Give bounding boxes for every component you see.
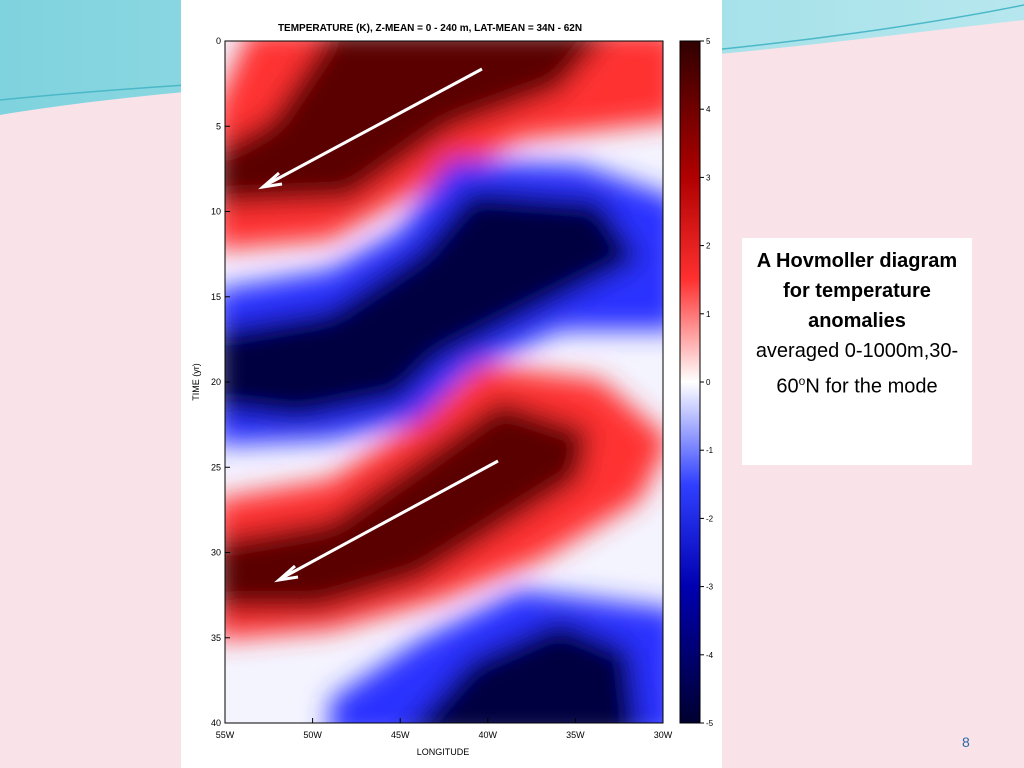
x-tick-label: 30W <box>654 730 673 740</box>
x-tick-label: 40W <box>479 730 498 740</box>
y-tick-label: 25 <box>211 462 221 472</box>
x-tick-label: 55W <box>216 730 235 740</box>
colorbar-tick-label: -1 <box>706 446 714 455</box>
y-tick-label: 35 <box>211 633 221 643</box>
text-normal: averaged 0-1000m,30-60 <box>755 340 959 398</box>
colorbar-tick-label: 4 <box>706 105 711 114</box>
arrows <box>258 67 499 583</box>
heatmap <box>225 41 663 723</box>
colorbar-tick-label: -3 <box>706 583 714 592</box>
y-tick-label: 10 <box>211 207 221 217</box>
text-superscript: o <box>798 374 806 388</box>
colorbar-tick-label: -5 <box>706 719 714 728</box>
x-tick-label: 50W <box>303 730 322 740</box>
colorbar-tick-label: 5 <box>706 37 711 46</box>
colorbar <box>679 40 701 724</box>
colorbar-tick-label: 0 <box>706 378 711 387</box>
colorbar-tick-label: 3 <box>706 173 711 182</box>
text-box: A Hovmoller diagram for temperature anom… <box>742 238 972 465</box>
colorbar-tick-label: -4 <box>706 651 714 660</box>
y-tick-label: 30 <box>211 548 221 558</box>
figure: TEMPERATURE (K), Z-MEAN = 0 - 240 m, LAT… <box>181 0 722 768</box>
figure-title: TEMPERATURE (K), Z-MEAN = 0 - 240 m, LAT… <box>278 23 582 34</box>
y-tick-label: 20 <box>211 377 221 387</box>
y-tick-label: 5 <box>216 121 221 131</box>
colorbar-tick-label: -2 <box>706 514 714 523</box>
colorbar-tick-label: 1 <box>706 310 711 319</box>
y-tick-label: 15 <box>211 292 221 302</box>
page-number: 8 <box>962 734 970 750</box>
x-tick-label: 35W <box>566 730 585 740</box>
colorbar-tick-label: 2 <box>706 242 711 251</box>
text-normal: N for the mode <box>805 375 938 398</box>
y-axis-label: TIME (yr) <box>191 363 201 401</box>
x-tick-label: 45W <box>391 730 410 740</box>
x-axis-label: LONGITUDE <box>417 747 470 757</box>
text-bold: A Hovmoller diagram for temperature anom… <box>756 250 958 332</box>
y-tick-label: 0 <box>216 36 221 46</box>
y-tick-label: 40 <box>211 718 221 728</box>
